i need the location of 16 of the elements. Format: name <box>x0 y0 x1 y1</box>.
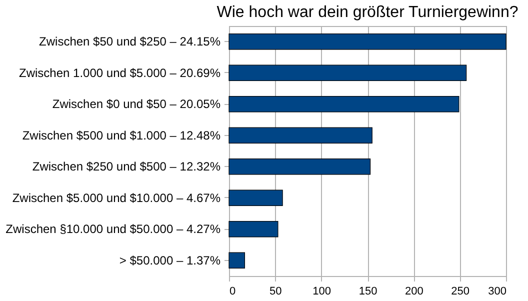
x-tick-label: 300 <box>488 286 506 298</box>
y-tick-label: Zwischen §10.000 und $50.000 – 4.27% <box>6 222 221 236</box>
y-tick-label: Zwischen 1.000 und $5.000 – 20.69% <box>19 66 221 80</box>
chart-title: Wie hoch war dein größter Turniergewinn? <box>216 4 518 21</box>
x-tick-label: 50 <box>270 286 282 298</box>
y-tick-label: > $50.000 – 1.37% <box>119 253 221 268</box>
y-tick-label: Zwischen $500 und $1.000 – 12.48% <box>22 128 221 142</box>
x-tick-label: 150 <box>358 286 378 298</box>
x-tick-label: 100 <box>312 286 332 298</box>
y-tick-label: Zwischen $0 und $50 – 20.05% <box>52 97 221 112</box>
x-tick-label: 0 <box>230 286 236 298</box>
y-tick-label: Zwischen $5.000 und $10.000 – 4.67% <box>12 190 221 205</box>
y-tick-label: Zwischen $50 und $250 – 24.15% <box>39 34 221 49</box>
x-tick-label: 200 <box>404 286 424 298</box>
x-tick-label: 250 <box>451 286 470 298</box>
y-tick-label: Zwischen $250 und $500 – 12.32% <box>32 160 221 174</box>
